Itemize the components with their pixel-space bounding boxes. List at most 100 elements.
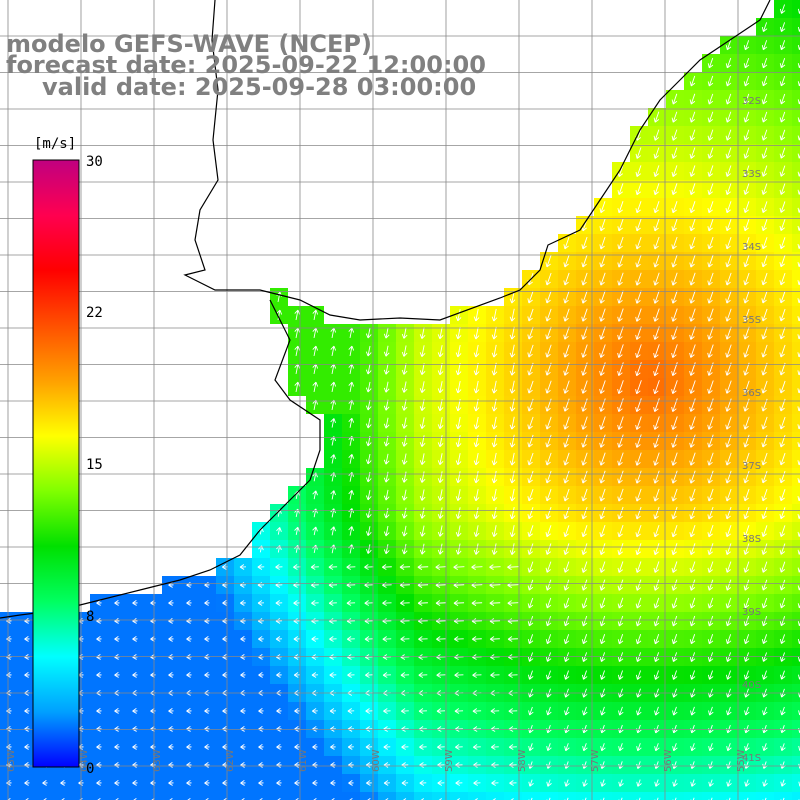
lon-label: 64W xyxy=(79,749,90,772)
wind-arrow xyxy=(617,183,624,196)
wind-arrow xyxy=(725,506,732,520)
wind-arrow xyxy=(671,218,678,232)
wind-arrow xyxy=(707,579,714,591)
wind-cell xyxy=(450,792,468,800)
wind-arrow xyxy=(24,636,30,642)
wind-arrow xyxy=(725,57,732,69)
wind-arrow xyxy=(528,725,534,734)
wind-arrow xyxy=(581,634,588,645)
wind-arrow xyxy=(689,183,696,196)
wind-arrow xyxy=(600,743,606,752)
wind-arrow xyxy=(744,797,749,800)
wind-arrow xyxy=(401,489,408,501)
wind-cell xyxy=(468,792,486,800)
wind-arrow xyxy=(563,652,570,662)
wind-cell xyxy=(792,378,800,396)
wind-arrow xyxy=(365,544,372,554)
wind-arrow xyxy=(671,201,678,214)
wind-arrow xyxy=(653,398,660,413)
wind-arrow xyxy=(761,452,768,466)
wind-arrow xyxy=(617,308,624,322)
wind-arrow xyxy=(437,417,444,430)
wind-arrow xyxy=(275,564,283,570)
wind-arrow xyxy=(563,615,570,627)
wind-arrow xyxy=(257,600,264,606)
wind-arrow xyxy=(761,254,768,268)
wind-arrow xyxy=(489,564,501,570)
wind-arrow xyxy=(618,797,623,800)
wind-arrow xyxy=(383,453,390,465)
wind-arrow xyxy=(581,670,588,680)
wind-arrow xyxy=(743,634,750,645)
wind-cell xyxy=(792,342,800,360)
wind-arrow xyxy=(707,290,714,304)
wind-arrow xyxy=(563,308,570,322)
wind-arrow xyxy=(527,452,534,466)
wind-arrow xyxy=(435,582,447,588)
wind-arrow xyxy=(312,345,319,356)
wind-arrow xyxy=(707,308,714,322)
wind-arrow xyxy=(563,488,570,502)
wind-arrow xyxy=(653,470,660,484)
wind-arrow xyxy=(528,706,534,716)
wind-arrow xyxy=(400,708,409,714)
wind-arrow xyxy=(509,525,516,538)
wind-arrow xyxy=(545,615,552,627)
lat-label: 33S xyxy=(742,169,761,180)
wind-arrow xyxy=(436,636,446,642)
wind-arrow xyxy=(671,290,678,304)
wind-arrow xyxy=(437,381,444,394)
wind-arrow xyxy=(689,111,696,123)
wind-cell xyxy=(792,576,800,594)
wind-arrow xyxy=(726,797,731,800)
wind-arrow xyxy=(635,326,642,340)
wind-cell xyxy=(792,522,800,540)
model-title: modelo GEFS-WAVE (NCEP) xyxy=(6,30,372,58)
wind-arrow xyxy=(437,363,444,376)
wind-arrow xyxy=(417,564,429,570)
wind-arrow xyxy=(617,634,624,645)
wind-arrow xyxy=(528,743,534,752)
lat-label: 36S xyxy=(742,388,761,399)
wind-cell xyxy=(792,756,800,774)
wind-arrow xyxy=(24,744,30,750)
wind-arrow xyxy=(365,672,373,678)
wind-arrow xyxy=(563,272,570,286)
wind-arrow xyxy=(383,708,391,714)
wind-cell xyxy=(792,792,800,800)
wind-arrow xyxy=(383,417,390,429)
wind-arrow xyxy=(707,416,714,430)
wind-arrow xyxy=(186,780,192,786)
wind-arrow xyxy=(293,672,300,678)
wind-arrow xyxy=(743,670,750,680)
wind-arrow xyxy=(654,779,660,787)
wind-arrow xyxy=(690,706,696,716)
wind-arrow xyxy=(528,779,534,787)
wind-arrow xyxy=(365,526,372,537)
wind-arrow xyxy=(311,672,319,678)
wind-arrow xyxy=(743,165,750,177)
wind-arrow xyxy=(779,452,786,466)
wind-arrow xyxy=(527,579,534,591)
wind-arrow xyxy=(581,452,588,466)
wind-arrow xyxy=(761,615,768,627)
wind-arrow xyxy=(707,488,714,502)
wind-arrow xyxy=(743,434,750,448)
wind-cell xyxy=(792,648,800,666)
wind-arrow xyxy=(671,452,678,466)
wind-arrow xyxy=(204,744,210,750)
wind-arrow xyxy=(455,489,462,502)
wind-arrow xyxy=(689,236,696,250)
wind-cell xyxy=(792,90,800,108)
wind-arrow xyxy=(473,525,480,537)
wind-arrow xyxy=(276,744,282,750)
wind-arrow xyxy=(419,345,426,358)
wind-arrow xyxy=(708,779,714,787)
wind-arrow xyxy=(348,490,355,500)
wind-arrow xyxy=(382,600,392,606)
wind-arrow xyxy=(690,743,696,752)
wind-arrow xyxy=(761,543,768,555)
wind-arrow xyxy=(365,381,372,393)
wind-arrow xyxy=(581,597,588,609)
wind-arrow xyxy=(653,416,660,430)
